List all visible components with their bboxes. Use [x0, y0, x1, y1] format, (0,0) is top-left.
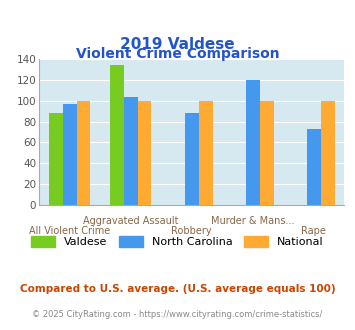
Text: © 2025 CityRating.com - https://www.cityrating.com/crime-statistics/: © 2025 CityRating.com - https://www.city… — [32, 310, 323, 319]
Bar — [77, 101, 91, 205]
Text: All Violent Crime: All Violent Crime — [29, 226, 110, 236]
Bar — [321, 101, 335, 205]
Bar — [260, 101, 274, 205]
Text: Violent Crime Comparison: Violent Crime Comparison — [76, 48, 279, 61]
Text: Aggravated Assault: Aggravated Assault — [83, 216, 179, 226]
Text: 2019 Valdese: 2019 Valdese — [120, 37, 235, 52]
Bar — [49, 113, 62, 205]
Text: Murder & Mans...: Murder & Mans... — [211, 216, 295, 226]
Bar — [185, 113, 199, 205]
Bar — [199, 101, 213, 205]
Bar — [138, 101, 152, 205]
Bar — [246, 80, 260, 205]
Text: Rape: Rape — [301, 226, 326, 236]
Bar — [110, 65, 124, 205]
Legend: Valdese, North Carolina, National: Valdese, North Carolina, National — [27, 232, 328, 252]
Text: Compared to U.S. average. (U.S. average equals 100): Compared to U.S. average. (U.S. average … — [20, 284, 335, 294]
Bar — [307, 129, 321, 205]
Bar — [124, 97, 138, 205]
Text: Robbery: Robbery — [171, 226, 212, 236]
Bar — [62, 104, 77, 205]
